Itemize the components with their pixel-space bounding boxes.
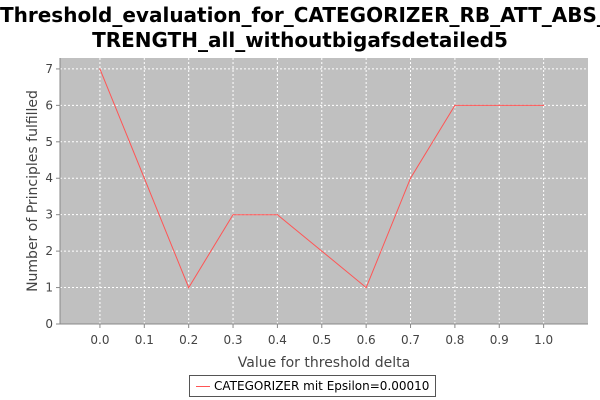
data-point bbox=[188, 286, 190, 289]
x-tick-label: 0.3 bbox=[223, 333, 242, 347]
data-point bbox=[543, 104, 545, 106]
x-tick-label: 1.0 bbox=[534, 333, 553, 347]
y-tick-label: 6 bbox=[45, 98, 53, 112]
x-tick-label: 0.5 bbox=[312, 333, 331, 347]
data-point bbox=[409, 177, 412, 179]
legend-swatch bbox=[196, 385, 210, 387]
data-point bbox=[99, 68, 101, 70]
y-tick-label: 4 bbox=[45, 171, 53, 185]
chart-title-line-2: TRENGTH_all_withoutbigafsdetailed5 bbox=[92, 28, 508, 52]
data-point bbox=[143, 177, 145, 179]
x-tick-label: 0.4 bbox=[268, 333, 287, 347]
data-point bbox=[454, 104, 456, 106]
series-lines bbox=[99, 68, 545, 289]
data-point bbox=[232, 214, 234, 216]
y-tick-label: 0 bbox=[45, 317, 53, 331]
y-tick-label: 3 bbox=[45, 208, 53, 222]
x-tick-label: 0.1 bbox=[135, 333, 154, 347]
data-point bbox=[498, 104, 500, 106]
x-tick-label: 0.7 bbox=[401, 333, 420, 347]
x-tick-label: 0.0 bbox=[90, 333, 109, 347]
y-axis-label: Number of Principles fulfilled bbox=[25, 90, 41, 292]
x-tick-label: 0.2 bbox=[179, 333, 198, 347]
data-point bbox=[276, 214, 279, 216]
axes: 0 1 2 3 4 5 6 7 0.0 0.1 0.2 0.3 0.4 0.5 0.6 0.7 0.8 0.9 1.… bbox=[45, 58, 588, 347]
y-tick-label: 2 bbox=[45, 244, 53, 258]
chart-title-line-1: Threshold_evaluation_for_CATEGORIZER_RB_… bbox=[0, 3, 600, 27]
x-tick-label: 0.6 bbox=[357, 333, 376, 347]
data-point bbox=[321, 250, 323, 252]
y-tick-label: 5 bbox=[45, 135, 53, 149]
legend-label: CATEGORIZER mit Epsilon=0.00010 bbox=[214, 379, 430, 393]
legend: CATEGORIZER mit Epsilon=0.00010 bbox=[189, 375, 437, 397]
x-axis-label: Value for threshold delta bbox=[238, 355, 410, 371]
chart-title: Threshold_evaluation_for_CATEGORIZER_RB_… bbox=[0, 3, 600, 53]
y-tick-label: 1 bbox=[45, 281, 53, 295]
x-tick-label: 0.9 bbox=[490, 333, 509, 347]
y-tick-label: 7 bbox=[45, 62, 53, 76]
data-point bbox=[365, 286, 367, 289]
x-tick-label: 0.8 bbox=[445, 333, 464, 347]
plot-area bbox=[60, 58, 588, 324]
